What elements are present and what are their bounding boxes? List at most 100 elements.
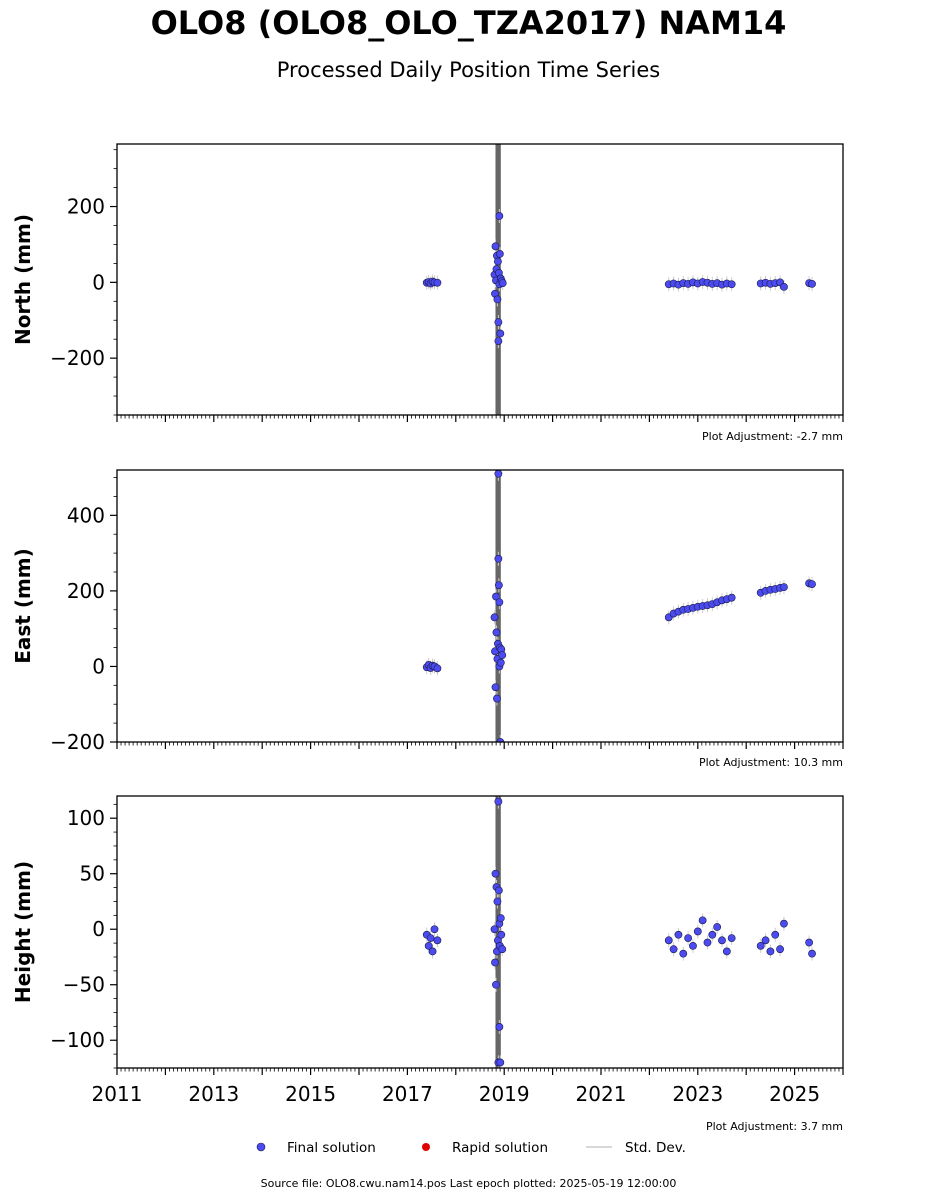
data-point (669, 945, 678, 954)
data-point (496, 329, 505, 338)
data-point (808, 279, 816, 288)
x-tick-label: 2017 (382, 1082, 433, 1106)
data-point (674, 930, 683, 939)
data-point (780, 583, 788, 592)
data-point (496, 1058, 505, 1067)
data-point (780, 282, 788, 291)
data-point (776, 945, 784, 954)
x-tick-label: 2015 (285, 1082, 336, 1106)
y-tick-label: 400 (67, 503, 105, 527)
legend-item: Std. Dev. (586, 1140, 686, 1156)
data-point (496, 914, 505, 923)
data-point (494, 554, 503, 563)
axes-frame (116, 469, 844, 743)
legend-item: Rapid solution (422, 1140, 548, 1156)
data-point (428, 947, 437, 956)
data-point (495, 1023, 504, 1031)
data-point (805, 938, 814, 947)
data-point (498, 651, 507, 660)
data-point (494, 318, 503, 327)
source-note: Source file: OLO8.cwu.nam14.pos Last epo… (260, 1177, 677, 1190)
y-axis-label: East (mm) (11, 548, 35, 664)
legend-marker-rapid (422, 1143, 430, 1151)
data-point (780, 919, 788, 928)
y-axis-label: North (mm) (11, 214, 35, 345)
panel-3: 2011 2013 2015 2017 2019 2021 2023 2025 −100 −50 0… (11, 795, 844, 1133)
plot-adjustment-note: Plot Adjustment: -2.7 mm (702, 430, 843, 443)
plot-area (422, 470, 816, 742)
data-point (756, 941, 765, 950)
data-point (761, 936, 770, 945)
data-point (494, 470, 503, 478)
data-point (494, 581, 503, 590)
plot-adjustment-note: Plot Adjustment: 3.7 mm (706, 1120, 843, 1133)
data-point (494, 257, 502, 266)
data-point (490, 925, 499, 934)
y-tick-label: 0 (92, 270, 105, 294)
data-point (491, 242, 500, 251)
y-tick-label: −50 (63, 973, 105, 997)
data-point (490, 613, 499, 622)
y-tick-label: −200 (50, 730, 105, 754)
data-point (495, 598, 504, 607)
legend-item: Final solution (256, 1140, 376, 1156)
data-point (494, 337, 503, 345)
axes-frame (116, 795, 844, 1069)
data-point (492, 980, 500, 989)
data-point (808, 580, 816, 588)
data-point (497, 930, 506, 939)
data-point (492, 628, 501, 637)
data-point (494, 797, 503, 806)
data-point (494, 886, 503, 895)
x-tick-label: 2019 (479, 1082, 530, 1106)
legend-marker-final (256, 1142, 266, 1152)
y-tick-label: 200 (67, 195, 105, 219)
y-tick-label: 100 (67, 806, 105, 830)
y-tick-label: −100 (50, 1028, 105, 1052)
data-point (689, 941, 697, 950)
data-point (727, 280, 736, 289)
data-point (498, 279, 507, 288)
data-gap-band (495, 796, 501, 1068)
data-point (491, 869, 500, 878)
y-tick-label: 50 (80, 862, 105, 886)
x-tick-label: 2025 (769, 1082, 820, 1106)
axes-frame (116, 143, 844, 416)
x-tick-label: 2023 (672, 1082, 723, 1106)
data-point (496, 738, 505, 742)
data-point (679, 949, 688, 958)
x-tick-label: 2013 (188, 1082, 239, 1106)
data-point (698, 916, 707, 925)
data-point (727, 593, 736, 602)
data-point (426, 934, 435, 943)
data-point (433, 278, 442, 287)
legend-label: Rapid solution (452, 1140, 548, 1156)
panel-2: −200 0 200 400 East (mm) Plot Adjustment: 10.… (11, 469, 844, 769)
data-point (433, 936, 442, 945)
data-point (493, 295, 502, 304)
plot-area (422, 144, 816, 415)
data-gap-band (495, 470, 501, 742)
data-point (722, 947, 731, 956)
data-point (495, 212, 504, 220)
data-point (495, 250, 504, 258)
chart-title: OLO8 (OLO8_OLO_TZA2017) NAM14 (150, 4, 787, 42)
data-point (498, 945, 507, 954)
data-point (491, 958, 499, 967)
data-point (493, 897, 502, 906)
legend: Final solution Rapid solution Std. Dev. (256, 1140, 686, 1156)
data-point (766, 947, 775, 956)
y-tick-label: −200 (50, 346, 105, 370)
data-point (771, 930, 780, 939)
plot-adjustment-note: Plot Adjustment: 10.3 mm (699, 756, 843, 769)
panel-1: −200 0 200 North (mm) Plot Adjustment: -2.7 … (11, 143, 844, 443)
legend-label: Final solution (287, 1140, 376, 1156)
y-tick-label: 0 (92, 917, 105, 941)
y-axis-label: Height (mm) (11, 861, 35, 1003)
data-point (708, 930, 717, 939)
data-point (693, 927, 702, 936)
data-point (424, 941, 433, 950)
legend-label: Std. Dev. (625, 1140, 686, 1156)
plot-area (422, 796, 816, 1068)
